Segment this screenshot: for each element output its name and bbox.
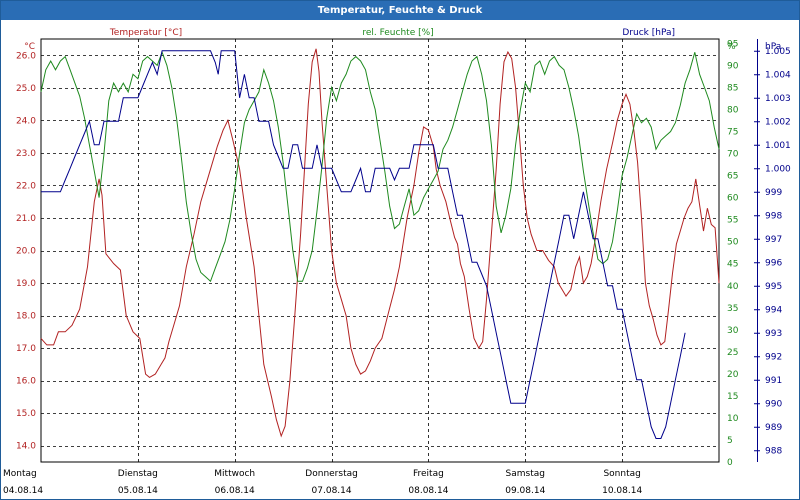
humidity-tick-label: 50 [727,238,739,248]
pressure-tick-label: 996 [765,258,782,268]
series-line-humidity [40,50,720,283]
pressure-tick-label: 1.001 [765,141,791,151]
x-tick-date: 07.08.14 [312,486,352,496]
temperature-tick-label: 15.0 [16,409,36,419]
legend-humidity: rel. Feuchte [%] [362,28,433,38]
x-tick-day: Sonntag [603,469,640,479]
pressure-tick-label: 1.003 [765,94,791,104]
chart-canvas: Temperatur [°C] rel. Feuchte [%] Druck [hP… [3,28,791,496]
pressure-tick-label: 991 [765,376,782,386]
humidity-tick-label: 95 [727,39,738,49]
humidity-tick-label: 15 [727,392,738,402]
pressure-tick-label: 1.000 [765,164,791,174]
chart-title: Temperatur, Feuchte & Druck [1,1,799,20]
series-layer [40,48,720,439]
temperature-tick-label: 25.0 [16,84,36,94]
pressure-tick-label: 990 [765,399,782,409]
x-tick-day: Dienstag [118,469,158,479]
humidity-tick-label: 55 [727,216,738,226]
humidity-tick-label: % [727,42,736,52]
humidity-tick-label: 75 [727,128,738,138]
pressure-tick-label: 988 [765,446,782,456]
humidity-tick-label: 20 [727,370,739,380]
humidity-tick-label: 0 [727,458,733,468]
plot-area [40,38,720,463]
pressure-tick-label: 994 [765,305,782,315]
temperature-tick-label: 17.0 [16,344,36,354]
temperature-tick-label: 16.0 [16,377,36,387]
axis-labels: Temperatur [°C] rel. Feuchte [%] Druck [hP… [3,28,791,496]
humidity-tick-label: 90 [727,61,739,71]
humidity-tick-label: 5 [727,436,733,446]
x-tick-date: 08.08.14 [408,486,448,496]
x-tick-date: 10.08.14 [602,486,642,496]
pressure-tick-label: 993 [765,329,782,339]
x-tick-date: 09.08.14 [505,486,545,496]
x-tick-day: Mittwoch [214,469,255,479]
temperature-tick-label: 21.0 [16,214,36,224]
humidity-tick-label: 70 [727,150,739,160]
temperature-tick-label: 20.0 [16,247,36,257]
humidity-tick-label: 10 [727,414,739,424]
x-tick-date: 05.08.14 [118,486,158,496]
humidity-tick-label: 45 [727,260,738,270]
series-line-pressure [41,50,686,439]
series-line-temperature [40,48,720,438]
humidity-tick-label: 35 [727,304,738,314]
grid-lines [40,38,720,463]
pressure-tick-label: 1.002 [765,117,791,127]
legend-temperature: Temperatur [°C] [109,28,182,38]
humidity-tick-label: 40 [727,282,739,292]
pressure-tick-label: 992 [765,352,782,362]
x-tick-day: Samstag [506,469,545,479]
humidity-tick-label: 85 [727,83,738,93]
pressure-tick-label: 995 [765,282,782,292]
pressure-tick-label: 989 [765,423,782,433]
humidity-tick-label: 25 [727,348,738,358]
temperature-tick-label: 26.0 [16,51,36,61]
axes-layer [754,39,760,462]
x-tick-day: Donnerstag [305,469,358,479]
humidity-tick-label: 65 [727,172,738,182]
pressure-unit-label: hPa [765,42,781,52]
temperature-tick-label: 18.0 [16,312,36,322]
pressure-tick-label: 1.004 [765,70,791,80]
temperature-tick-label: 22.0 [16,181,36,191]
temperature-unit-label: °C [24,42,35,52]
x-tick-date: 06.08.14 [215,486,255,496]
humidity-tick-label: 30 [727,326,739,336]
x-tick-date: 04.08.14 [3,486,43,496]
pressure-tick-label: 999 [765,188,782,198]
legend-pressure: Druck [hPa] [622,28,675,38]
temperature-tick-label: 23.0 [16,149,36,159]
x-tick-day: Montag [3,469,37,479]
x-tick-day: Freitag [413,469,444,479]
temperature-tick-label: 24.0 [16,116,36,126]
pressure-tick-label: 998 [765,211,782,221]
humidity-tick-label: 80 [727,106,739,116]
humidity-tick-label: 60 [727,194,739,204]
temperature-tick-label: 14.0 [16,442,36,452]
pressure-tick-label: 1.005 [765,47,791,57]
pressure-tick-label: 997 [765,235,782,245]
temperature-tick-label: 19.0 [16,279,36,289]
